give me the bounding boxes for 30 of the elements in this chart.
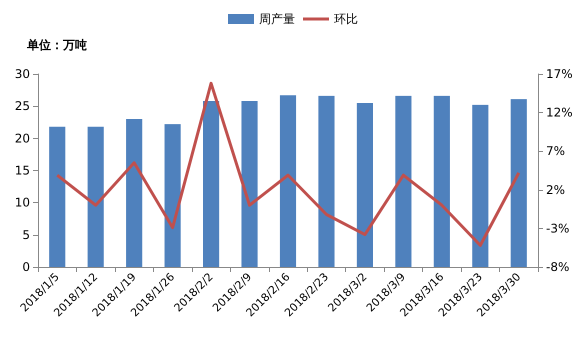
bar [88, 126, 104, 267]
bar [318, 96, 335, 267]
legend-label: 环比 [334, 12, 358, 26]
line-series [56, 82, 520, 247]
y-axis-title: 单位：万吨 [26, 38, 87, 52]
bar [126, 119, 142, 267]
y2-tick-label: 2% [546, 182, 566, 197]
y-tick-label: 5 [22, 228, 30, 242]
bar [510, 99, 527, 267]
y-tick-label: 30 [14, 67, 30, 81]
y2-tick-label: 12% [546, 106, 573, 120]
bar [164, 124, 181, 267]
y-tick-label: 0 [22, 260, 30, 274]
y-tick-label: 10 [14, 196, 30, 210]
y2-tick-label: 7% [546, 144, 566, 158]
y2-tick-label: -8% [546, 260, 570, 274]
bar [203, 101, 220, 267]
bar [434, 96, 450, 267]
bar [280, 95, 296, 267]
bar [356, 102, 373, 267]
y-tick-label: 15 [14, 164, 30, 178]
y2-tick-label: 17% [546, 67, 573, 81]
y-tick-label: 20 [14, 131, 30, 146]
bar [241, 101, 258, 267]
bar [472, 104, 488, 267]
bar [395, 96, 412, 267]
bar [49, 126, 66, 267]
legend-label: 周产量 [259, 12, 295, 26]
y2-tick-label: -3% [546, 221, 570, 236]
y-tick-label: 25 [14, 99, 30, 114]
